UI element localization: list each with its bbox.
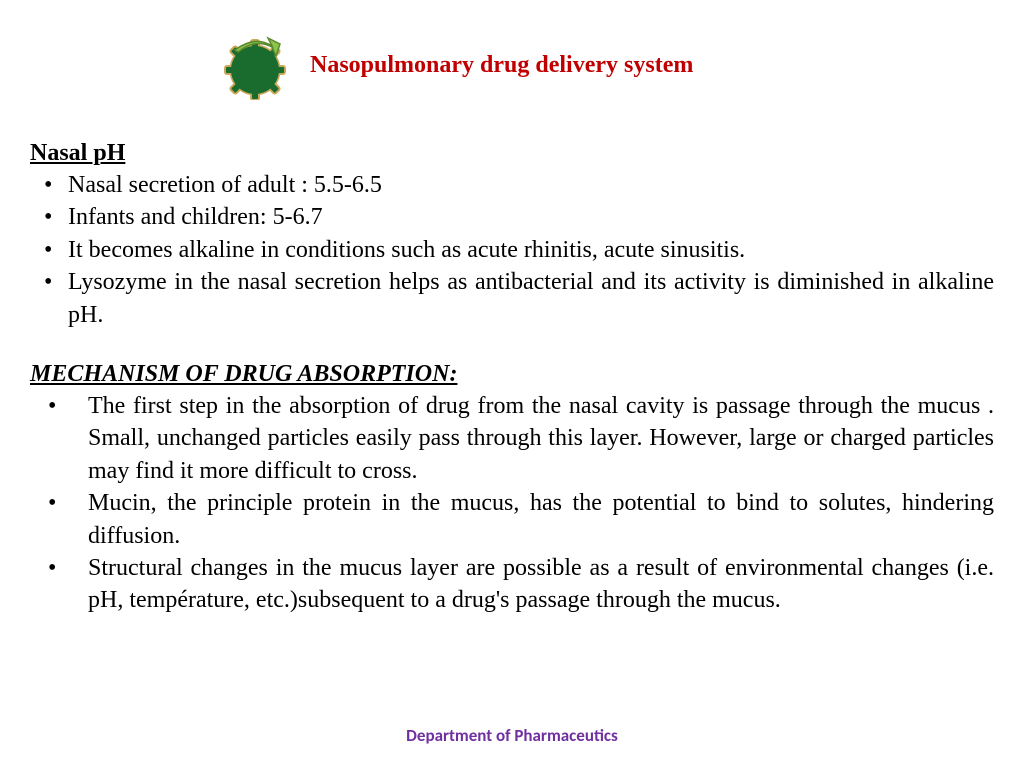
list-item: Nasal secretion of adult : 5.5-6.5 <box>30 169 994 201</box>
slide-header: Nasopulmonary drug delivery system <box>0 0 1024 100</box>
footer-department: Department of Pharmaceutics <box>0 725 1024 746</box>
mechanism-list: The first step in the absorption of drug… <box>30 390 994 617</box>
list-item: Mucin, the principle protein in the mucu… <box>30 487 994 552</box>
list-item: Structural changes in the mucus layer ar… <box>30 552 994 617</box>
list-item: It becomes alkaline in conditions such a… <box>30 234 994 266</box>
list-item: Lysozyme in the nasal secretion helps as… <box>30 266 994 331</box>
section-heading-nasal-ph: Nasal pH <box>30 140 994 167</box>
nasal-ph-list: Nasal secretion of adult : 5.5-6.5 Infan… <box>30 169 994 331</box>
list-item: The first step in the absorption of drug… <box>30 390 994 487</box>
gear-arrow-icon <box>220 30 290 100</box>
section-heading-mechanism: MECHANISM OF DRUG ABSORPTION: <box>30 361 994 388</box>
list-item: Infants and children: 5-6.7 <box>30 201 994 233</box>
slide-title: Nasopulmonary drug delivery system <box>310 52 693 79</box>
slide-content: Nasal pH Nasal secretion of adult : 5.5-… <box>0 100 1024 617</box>
